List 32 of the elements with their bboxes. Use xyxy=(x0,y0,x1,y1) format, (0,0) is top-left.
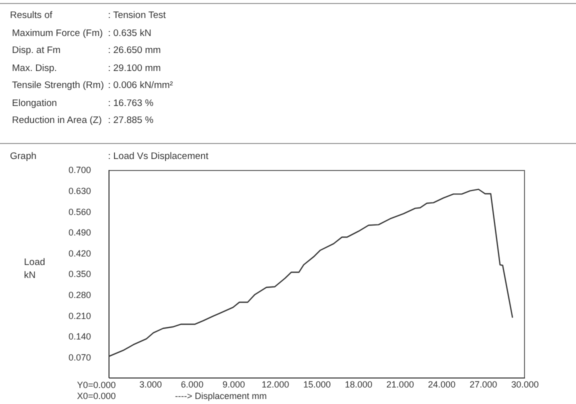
y-tick-label: 0.210 xyxy=(68,310,91,321)
x-tick-label: 12.000 xyxy=(262,379,290,390)
y-tick-label: 0.280 xyxy=(68,290,91,300)
text: Max. Disp. : 29.100 mm xyxy=(12,62,161,74)
chart-title: Graph : Load Vs Displacement xyxy=(10,151,208,162)
y-axis-title: Load kN xyxy=(24,256,46,282)
text: Results of : Tension Test xyxy=(10,10,166,21)
y-tick-label: 0.560 xyxy=(68,206,91,217)
x-tick-label: 15.000 xyxy=(303,379,331,390)
x-tick-label: 30.000 xyxy=(511,379,539,390)
x-tick-label: 24.000 xyxy=(428,379,456,390)
y-tick-label: 0.490 xyxy=(68,228,91,238)
y-tick-label: 0.140 xyxy=(68,332,91,342)
text: X0=0.000 xyxy=(77,391,116,402)
text: Maximum Force (Fm) : 0.635 kN xyxy=(12,28,152,38)
x-axis-title: ----> Displacement mm xyxy=(175,391,267,402)
text: Elongation : 16.763 % xyxy=(12,98,154,108)
y-tick-label: 0.070 xyxy=(68,352,91,362)
y-tick-label: 0.700 xyxy=(68,165,91,176)
x-tick-label: 27.000 xyxy=(470,379,498,390)
x-tick-label: 21.000 xyxy=(386,379,414,390)
text: Y0=0.000 xyxy=(77,380,116,391)
y-tick-label: 0.420 xyxy=(68,248,91,258)
x-tick-label: 3.000 xyxy=(139,379,162,390)
y-tick-label: 0.350 xyxy=(68,269,91,280)
x-tick-label: 6.000 xyxy=(180,379,204,390)
text: Reduction in Area (Z) : 27.885 % xyxy=(12,115,154,126)
x-tick-label: 9.000 xyxy=(222,379,246,390)
text: Tensile Strength (Rm) : 0.006 kN/mm² xyxy=(12,80,173,91)
text: Disp. at Fm : 26.650 mm xyxy=(12,45,161,56)
x-tick-label: 18.000 xyxy=(344,379,372,390)
y-tick-label: 0.630 xyxy=(68,186,91,196)
